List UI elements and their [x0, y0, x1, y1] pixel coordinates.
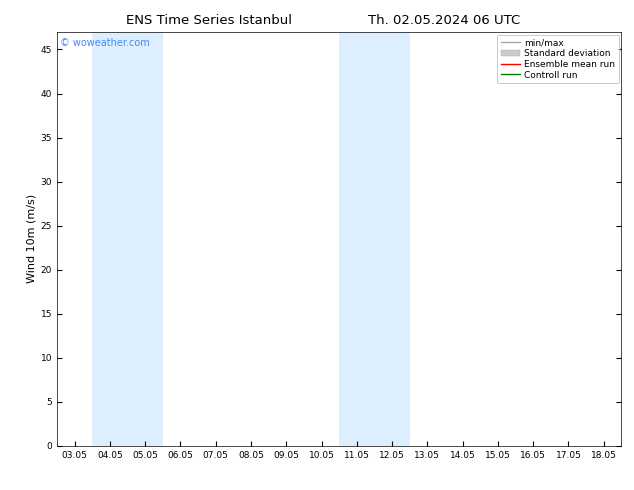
Bar — [93, 32, 163, 446]
Bar — [339, 32, 410, 446]
Text: © woweather.com: © woweather.com — [60, 38, 150, 48]
Text: Th. 02.05.2024 06 UTC: Th. 02.05.2024 06 UTC — [368, 14, 520, 27]
Legend: min/max, Standard deviation, Ensemble mean run, Controll run: min/max, Standard deviation, Ensemble me… — [497, 35, 619, 83]
Text: ENS Time Series Istanbul: ENS Time Series Istanbul — [126, 14, 292, 27]
Y-axis label: Wind 10m (m/s): Wind 10m (m/s) — [27, 195, 37, 283]
